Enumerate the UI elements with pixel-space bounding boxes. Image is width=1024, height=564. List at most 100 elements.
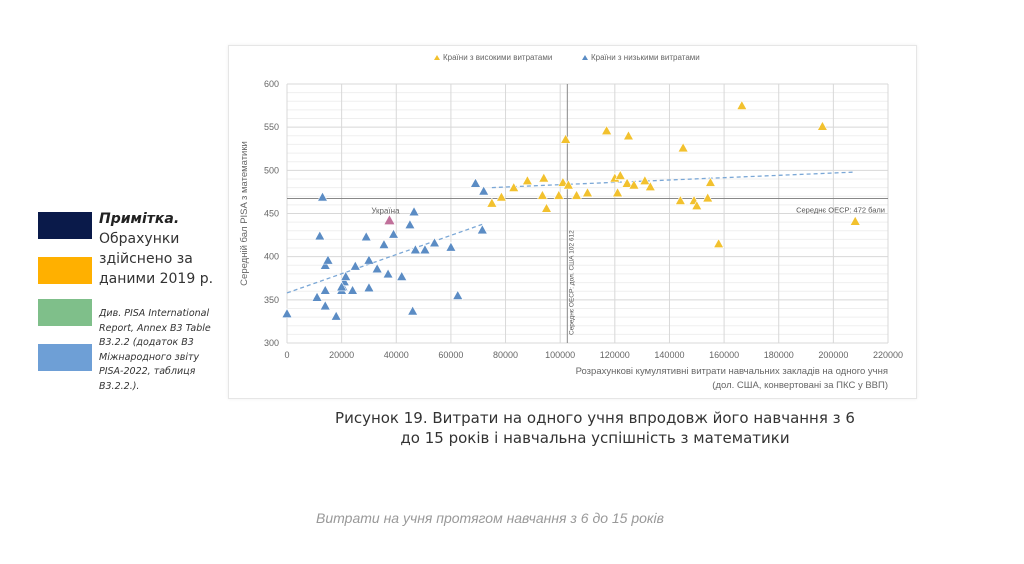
data-point	[419, 244, 431, 255]
data-point	[322, 254, 334, 265]
x-tick-label: 140000	[654, 350, 684, 360]
data-point	[445, 241, 457, 252]
data-point	[476, 224, 488, 235]
scatter-chart: 300 350 400 450 500 550 600 0 20000 40000 60000 800…	[239, 53, 903, 391]
data-point	[314, 230, 326, 241]
y-tick-label: 500	[264, 165, 279, 175]
data-point	[317, 191, 329, 202]
data-point	[349, 260, 361, 271]
data-point	[409, 244, 421, 255]
ukraine-label: Україна	[371, 206, 400, 215]
data-point-ukraine	[384, 215, 395, 225]
legend-label: Країни з високими витратами	[443, 53, 552, 62]
data-point	[340, 270, 352, 281]
x-tick-label: 20000	[329, 350, 354, 360]
sub-caption: Витрати на учня протягом навчання з 6 до…	[316, 510, 664, 526]
oecd-mean-spend-label: Середнє ОЕСР: дол. США 102 612	[568, 230, 575, 335]
data-point	[644, 181, 656, 192]
data-point	[378, 238, 390, 249]
data-point	[319, 300, 331, 311]
data-point	[404, 219, 416, 230]
data-point	[674, 194, 686, 205]
data-point	[536, 189, 548, 200]
data-point	[429, 237, 441, 248]
data-point	[702, 192, 714, 203]
data-point	[371, 263, 383, 274]
data-point	[382, 268, 394, 279]
legend-marker-icon	[434, 55, 440, 60]
data-point	[478, 185, 490, 196]
data-point	[713, 238, 725, 249]
data-point	[360, 231, 372, 242]
data-point	[336, 281, 348, 292]
data-point	[319, 284, 331, 295]
data-point	[541, 202, 553, 213]
data-point	[581, 187, 594, 198]
y-tick-label: 300	[264, 338, 279, 348]
figure-caption: Рисунок 19. Витрати на одного учня впрод…	[335, 409, 855, 447]
legend-label: Країни з низькими витратами	[591, 53, 700, 62]
data-point	[560, 133, 572, 144]
data-point	[319, 259, 331, 270]
note-source: Див. PISA International Report, Annex B3…	[99, 308, 211, 392]
data-point	[311, 291, 323, 302]
data-point	[452, 289, 464, 300]
data-point	[495, 191, 507, 202]
x-tick-label: 60000	[438, 350, 463, 360]
data-point	[849, 215, 861, 226]
x-tick-label: 180000	[764, 350, 794, 360]
legend-marker-icon	[582, 55, 588, 60]
x-tick-label: 220000	[873, 350, 903, 360]
chart-panel: 300 350 400 450 500 550 600 0 20000 40000 60000 800…	[228, 45, 917, 399]
data-point	[281, 308, 293, 318]
data-point	[557, 176, 569, 187]
data-point	[363, 282, 375, 293]
x-tick-label: 100000	[545, 350, 575, 360]
legend-swatch-orange	[38, 257, 92, 284]
data-point	[612, 187, 624, 198]
legend-swatch-navy	[38, 212, 92, 239]
data-point	[347, 284, 359, 295]
data-point	[469, 177, 482, 188]
y-axis-label: Середній бал PISA з математики	[239, 141, 250, 286]
data-point	[622, 130, 634, 141]
data-point	[677, 142, 689, 153]
y-tick-label: 350	[264, 295, 279, 305]
y-tick-label: 400	[264, 252, 279, 262]
data-point	[508, 181, 520, 192]
data-point	[330, 310, 342, 321]
data-point	[736, 99, 748, 110]
data-point	[486, 197, 498, 208]
data-point	[704, 176, 716, 187]
data-point	[562, 179, 574, 190]
data-point	[553, 189, 565, 200]
oecd-mean-score-label: Середнє ОЕСР: 472 бали	[796, 206, 885, 215]
x-axis-label-units: (дол. США, конвертовані за ПКС у ВВП)	[712, 380, 888, 391]
data-point	[363, 254, 375, 265]
x-tick-label: 80000	[493, 350, 518, 360]
x-tick-label: 40000	[384, 350, 409, 360]
x-tick-label: 120000	[600, 350, 630, 360]
note-title: Примітка.	[99, 211, 180, 227]
data-point	[396, 270, 408, 281]
x-tick-label: 200000	[818, 350, 848, 360]
data-point	[614, 169, 626, 180]
legend-swatch-green	[38, 299, 92, 326]
data-point	[691, 200, 703, 211]
data-point	[639, 175, 651, 185]
data-point	[621, 177, 633, 188]
x-axis-label: Розрахункові кумулятивні витрати навчаль…	[576, 366, 888, 377]
data-point	[408, 206, 420, 217]
note-text: Обрахунки здійснено за даними 2019 р.	[99, 231, 214, 287]
y-tick-label: 600	[264, 79, 279, 89]
data-point	[571, 189, 583, 200]
y-tick-label: 450	[264, 209, 279, 219]
trend-line	[491, 171, 856, 189]
data-point	[816, 120, 828, 131]
x-tick-label: 0	[284, 350, 289, 360]
data-point	[601, 125, 613, 135]
data-point	[521, 175, 533, 185]
data-point	[538, 172, 550, 183]
x-tick-label: 160000	[709, 350, 739, 360]
y-tick-label: 550	[264, 122, 279, 132]
